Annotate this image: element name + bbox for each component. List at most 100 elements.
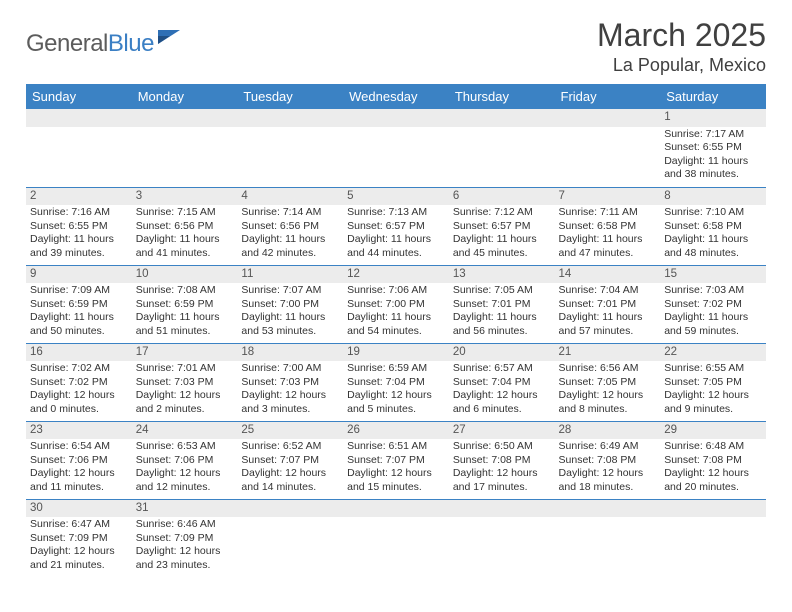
calendar-cell: 14Sunrise: 7:04 AMSunset: 7:01 PMDayligh…: [555, 265, 661, 343]
calendar-cell: 16Sunrise: 7:02 AMSunset: 7:02 PMDayligh…: [26, 343, 132, 421]
sunrise: Sunrise: 7:00 AM: [241, 362, 339, 375]
sunrise: Sunrise: 6:50 AM: [453, 440, 551, 453]
calendar-cell: 11Sunrise: 7:07 AMSunset: 7:00 PMDayligh…: [237, 265, 343, 343]
day-details: Sunrise: 6:48 AMSunset: 7:08 PMDaylight:…: [660, 439, 766, 496]
daylight: Daylight: 11 hours and 56 minutes.: [453, 311, 551, 338]
sunrise: Sunrise: 7:14 AM: [241, 206, 339, 219]
calendar-header-row: SundayMondayTuesdayWednesdayThursdayFrid…: [26, 84, 766, 109]
sunset: Sunset: 6:58 PM: [559, 220, 657, 233]
sunrise: Sunrise: 7:05 AM: [453, 284, 551, 297]
day-number: 4: [237, 188, 343, 206]
sunrise: Sunrise: 7:11 AM: [559, 206, 657, 219]
day-details: Sunrise: 7:11 AMSunset: 6:58 PMDaylight:…: [555, 205, 661, 262]
sunset: Sunset: 7:04 PM: [453, 376, 551, 389]
sunrise: Sunrise: 7:15 AM: [136, 206, 234, 219]
day-details: Sunrise: 7:14 AMSunset: 6:56 PMDaylight:…: [237, 205, 343, 262]
sunset: Sunset: 7:07 PM: [347, 454, 445, 467]
daylight: Daylight: 11 hours and 39 minutes.: [30, 233, 128, 260]
day-number: [449, 500, 555, 518]
calendar-cell: [343, 499, 449, 577]
sunrise: Sunrise: 6:46 AM: [136, 518, 234, 531]
daylight: Daylight: 11 hours and 59 minutes.: [664, 311, 762, 338]
calendar-cell: 27Sunrise: 6:50 AMSunset: 7:08 PMDayligh…: [449, 421, 555, 499]
sunset: Sunset: 6:56 PM: [136, 220, 234, 233]
day-details: Sunrise: 7:16 AMSunset: 6:55 PMDaylight:…: [26, 205, 132, 262]
daylight: Daylight: 12 hours and 23 minutes.: [136, 545, 234, 572]
day-number: 28: [555, 422, 661, 440]
day-details: Sunrise: 6:51 AMSunset: 7:07 PMDaylight:…: [343, 439, 449, 496]
day-number: [555, 500, 661, 518]
sunset: Sunset: 7:03 PM: [136, 376, 234, 389]
day-details: Sunrise: 6:50 AMSunset: 7:08 PMDaylight:…: [449, 439, 555, 496]
weekday-header: Saturday: [660, 84, 766, 109]
sunrise: Sunrise: 6:57 AM: [453, 362, 551, 375]
header: GeneralBlue March 2025 La Popular, Mexic…: [26, 18, 766, 76]
month-title: March 2025: [597, 18, 766, 53]
daylight: Daylight: 12 hours and 18 minutes.: [559, 467, 657, 494]
sunrise: Sunrise: 6:55 AM: [664, 362, 762, 375]
title-block: March 2025 La Popular, Mexico: [597, 18, 766, 76]
daylight: Daylight: 11 hours and 38 minutes.: [664, 155, 762, 182]
day-details: Sunrise: 6:52 AMSunset: 7:07 PMDaylight:…: [237, 439, 343, 496]
calendar-cell: 7Sunrise: 7:11 AMSunset: 6:58 PMDaylight…: [555, 187, 661, 265]
daylight: Daylight: 11 hours and 57 minutes.: [559, 311, 657, 338]
sunset: Sunset: 6:56 PM: [241, 220, 339, 233]
day-details: Sunrise: 7:10 AMSunset: 6:58 PMDaylight:…: [660, 205, 766, 262]
day-number: 27: [449, 422, 555, 440]
calendar-cell: 15Sunrise: 7:03 AMSunset: 7:02 PMDayligh…: [660, 265, 766, 343]
day-number: [343, 500, 449, 518]
calendar-cell: 24Sunrise: 6:53 AMSunset: 7:06 PMDayligh…: [132, 421, 238, 499]
sunset: Sunset: 6:58 PM: [664, 220, 762, 233]
sunrise: Sunrise: 6:54 AM: [30, 440, 128, 453]
sunset: Sunset: 7:08 PM: [453, 454, 551, 467]
sunrise: Sunrise: 7:01 AM: [136, 362, 234, 375]
day-number: 21: [555, 344, 661, 362]
calendar-cell: [237, 499, 343, 577]
day-details: Sunrise: 7:01 AMSunset: 7:03 PMDaylight:…: [132, 361, 238, 418]
calendar-cell: 17Sunrise: 7:01 AMSunset: 7:03 PMDayligh…: [132, 343, 238, 421]
day-number: [555, 109, 661, 127]
calendar-cell: [132, 109, 238, 187]
day-number: 13: [449, 266, 555, 284]
day-details: Sunrise: 6:53 AMSunset: 7:06 PMDaylight:…: [132, 439, 238, 496]
day-details: Sunrise: 7:17 AMSunset: 6:55 PMDaylight:…: [660, 127, 766, 184]
sunrise: Sunrise: 6:56 AM: [559, 362, 657, 375]
day-details: Sunrise: 7:02 AMSunset: 7:02 PMDaylight:…: [26, 361, 132, 418]
sunset: Sunset: 6:55 PM: [30, 220, 128, 233]
day-details: Sunrise: 7:08 AMSunset: 6:59 PMDaylight:…: [132, 283, 238, 340]
day-number: 8: [660, 188, 766, 206]
sunset: Sunset: 7:02 PM: [30, 376, 128, 389]
calendar-cell: [555, 499, 661, 577]
day-number: 15: [660, 266, 766, 284]
day-details: Sunrise: 7:13 AMSunset: 6:57 PMDaylight:…: [343, 205, 449, 262]
day-number: 23: [26, 422, 132, 440]
daylight: Daylight: 12 hours and 2 minutes.: [136, 389, 234, 416]
logo-text: GeneralBlue: [26, 30, 154, 58]
weekday-header: Wednesday: [343, 84, 449, 109]
sunset: Sunset: 7:06 PM: [136, 454, 234, 467]
day-details: Sunrise: 7:07 AMSunset: 7:00 PMDaylight:…: [237, 283, 343, 340]
daylight: Daylight: 12 hours and 11 minutes.: [30, 467, 128, 494]
calendar-cell: 29Sunrise: 6:48 AMSunset: 7:08 PMDayligh…: [660, 421, 766, 499]
day-number: [237, 500, 343, 518]
sunrise: Sunrise: 7:13 AM: [347, 206, 445, 219]
daylight: Daylight: 12 hours and 21 minutes.: [30, 545, 128, 572]
sunset: Sunset: 7:03 PM: [241, 376, 339, 389]
daylight: Daylight: 12 hours and 6 minutes.: [453, 389, 551, 416]
day-details: Sunrise: 7:06 AMSunset: 7:00 PMDaylight:…: [343, 283, 449, 340]
weekday-header: Tuesday: [237, 84, 343, 109]
day-number: 17: [132, 344, 238, 362]
sunrise: Sunrise: 7:16 AM: [30, 206, 128, 219]
sunrise: Sunrise: 6:51 AM: [347, 440, 445, 453]
daylight: Daylight: 12 hours and 8 minutes.: [559, 389, 657, 416]
sunset: Sunset: 7:07 PM: [241, 454, 339, 467]
calendar-cell: 6Sunrise: 7:12 AMSunset: 6:57 PMDaylight…: [449, 187, 555, 265]
day-details: Sunrise: 6:49 AMSunset: 7:08 PMDaylight:…: [555, 439, 661, 496]
sunrise: Sunrise: 7:04 AM: [559, 284, 657, 297]
day-number: [132, 109, 238, 127]
daylight: Daylight: 12 hours and 0 minutes.: [30, 389, 128, 416]
day-details: Sunrise: 6:54 AMSunset: 7:06 PMDaylight:…: [26, 439, 132, 496]
calendar-cell: 22Sunrise: 6:55 AMSunset: 7:05 PMDayligh…: [660, 343, 766, 421]
daylight: Daylight: 12 hours and 3 minutes.: [241, 389, 339, 416]
day-details: Sunrise: 7:15 AMSunset: 6:56 PMDaylight:…: [132, 205, 238, 262]
